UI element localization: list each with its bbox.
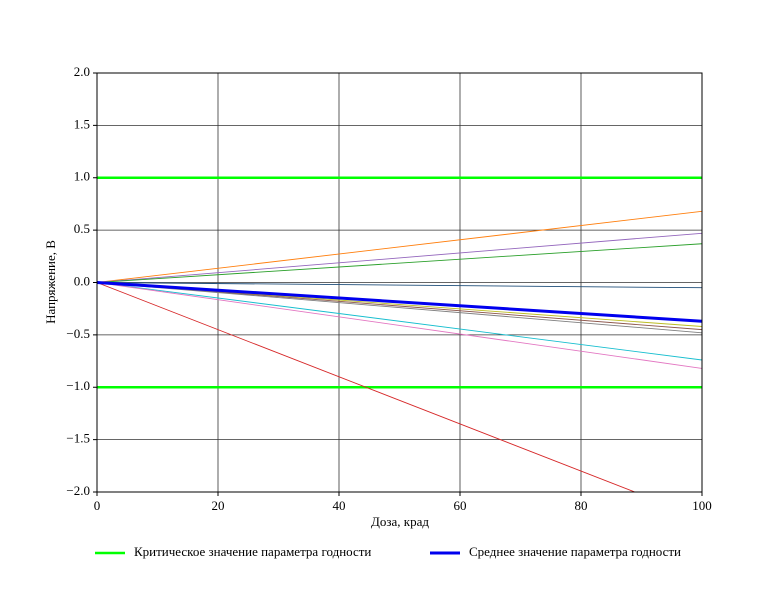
series-line [97, 282, 702, 289]
x-tick-label: 80 [575, 498, 588, 513]
legend-label: Критическое значение параметра годности [134, 544, 371, 559]
y-tick-label: −1.0 [66, 378, 90, 393]
x-tick-label: 0 [94, 498, 101, 513]
x-tick-label: 40 [333, 498, 346, 513]
plot-lines [97, 176, 702, 492]
y-tick-label: 0.5 [74, 221, 90, 236]
series-line [97, 210, 702, 283]
y-tick-label: 1.0 [74, 169, 90, 184]
series-line [97, 281, 702, 323]
series-line [97, 232, 702, 283]
series-line [97, 243, 702, 283]
series-line [97, 282, 702, 361]
x-tick-label: 20 [212, 498, 225, 513]
y-tick-label: 0.0 [74, 273, 90, 288]
y-tick-label: 1.5 [74, 116, 90, 131]
x-tick-label: 60 [454, 498, 467, 513]
y-axis-label: Напряжение, В [43, 240, 58, 324]
series-line [97, 282, 702, 369]
y-tick-label: −0.5 [66, 326, 90, 341]
plot-frame [96, 72, 703, 493]
y-tick-label: −1.5 [66, 431, 90, 446]
series-line [97, 282, 702, 334]
x-axis-label: Доза, крад [371, 514, 429, 529]
y-tick-label: −2.0 [66, 483, 90, 498]
x-tick-label: 100 [692, 498, 712, 513]
legend-label: Среднее значение параметра годности [469, 544, 681, 559]
series-line [97, 282, 637, 492]
y-tick-label: 2.0 [74, 64, 90, 79]
